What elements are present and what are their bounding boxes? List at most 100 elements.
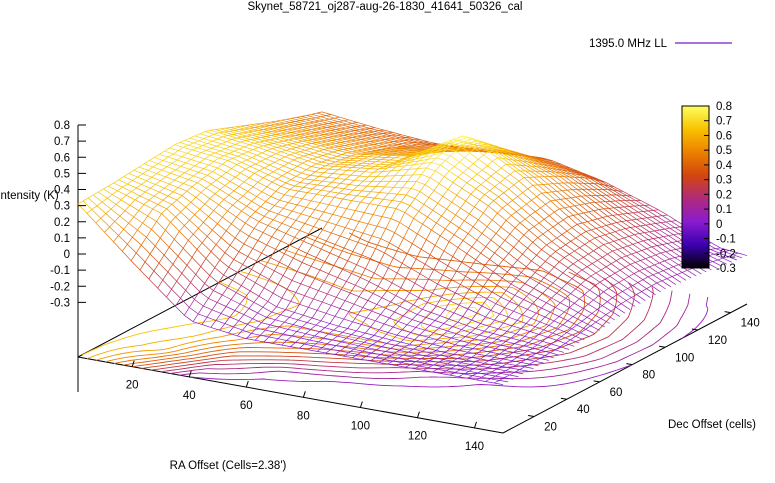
surface-mesh-segment	[568, 264, 573, 268]
surface-mesh-segment	[195, 215, 204, 223]
y-tick-label: 40	[577, 404, 590, 416]
surface-mesh-segment	[299, 187, 304, 191]
surface-mesh-segment	[259, 216, 264, 221]
surface-mesh-segment	[113, 242, 122, 251]
surface-mesh-segment	[258, 241, 267, 245]
surface-mesh-segment	[354, 134, 363, 136]
surface-mesh-segment	[234, 191, 243, 196]
surface-mesh-segment	[330, 253, 339, 257]
surface-mesh-segment	[575, 251, 584, 257]
surface-mesh-segment	[290, 190, 299, 192]
surface-mesh-segment	[205, 155, 210, 159]
surface-mesh-segment	[234, 151, 243, 154]
surface-mesh-segment	[197, 148, 206, 151]
surface-mesh-segment	[496, 227, 501, 234]
surface-mesh-segment	[601, 315, 606, 319]
surface-mesh-segment	[305, 179, 314, 180]
surface-mesh-segment	[295, 183, 300, 187]
surface-mesh-segment	[335, 117, 340, 118]
surface-mesh-segment	[267, 182, 272, 187]
surface-mesh-segment	[637, 251, 642, 253]
surface-mesh-segment	[602, 306, 611, 312]
surface-mesh-segment	[457, 195, 466, 201]
surface-mesh-segment	[617, 222, 622, 223]
surface-mesh-segment	[363, 177, 368, 181]
surface-mesh-segment	[520, 370, 529, 372]
surface-mesh-segment	[335, 351, 340, 355]
surface-mesh-segment	[195, 166, 204, 169]
surface-mesh-segment	[376, 249, 385, 253]
surface-mesh-segment	[274, 142, 279, 143]
surface-mesh-segment	[282, 176, 291, 180]
surface-mesh-segment	[373, 293, 382, 297]
surface-mesh-segment	[124, 223, 129, 229]
surface-mesh-segment	[360, 333, 365, 337]
surface-mesh-segment	[262, 192, 271, 197]
surface-mesh-segment	[381, 308, 386, 314]
surface-mesh-segment	[440, 165, 449, 171]
surface-mesh-segment	[274, 128, 283, 130]
surface-mesh-segment	[606, 225, 615, 231]
surface-mesh-segment	[239, 315, 244, 321]
surface-mesh-segment	[361, 126, 370, 128]
surface-mesh-segment	[248, 150, 253, 152]
surface-mesh-segment	[235, 173, 240, 177]
surface-mesh-segment	[248, 152, 257, 155]
surface-mesh-segment	[395, 223, 400, 233]
surface-mesh-segment	[392, 194, 397, 200]
surface-mesh-segment	[336, 225, 345, 228]
surface-mesh-segment	[315, 172, 324, 173]
surface-mesh-segment	[416, 259, 425, 264]
surface-mesh-segment	[483, 370, 492, 372]
surface-mesh-segment	[297, 271, 306, 275]
surface-mesh-segment	[297, 117, 306, 119]
surface-mesh-segment	[191, 197, 196, 202]
surface-mesh-segment	[380, 193, 389, 194]
surface-mesh-segment	[614, 240, 619, 242]
surface-mesh-segment	[413, 349, 422, 351]
surface-mesh-segment	[346, 273, 351, 281]
surface-mesh-segment	[502, 336, 511, 338]
surface-mesh-segment	[366, 164, 371, 166]
surface-mesh-segment	[497, 208, 502, 213]
surface-mesh-segment	[286, 227, 291, 234]
surface-mesh-segment	[139, 164, 144, 167]
surface-mesh-segment	[331, 130, 340, 132]
surface-mesh-segment	[335, 118, 344, 121]
surface-mesh-segment	[92, 210, 101, 219]
surface-mesh-segment	[377, 147, 386, 149]
surface-mesh-segment	[628, 246, 637, 252]
y-tick-mark	[659, 346, 665, 347]
surface-mesh-segment	[687, 270, 696, 276]
surface-mesh-segment	[615, 273, 624, 279]
surface-mesh-segment	[300, 179, 305, 183]
surface-mesh-segment	[568, 215, 573, 216]
surface-mesh-segment	[202, 236, 207, 242]
surface-mesh-segment	[540, 208, 549, 216]
surface-mesh-segment	[245, 169, 254, 173]
surface-mesh-segment	[416, 181, 425, 184]
surface-mesh-segment	[296, 148, 305, 151]
surface-mesh-segment	[676, 248, 681, 249]
surface-mesh-segment	[352, 123, 361, 126]
surface-mesh-segment	[386, 308, 395, 312]
surface-mesh-segment	[665, 259, 670, 261]
surface-mesh-segment	[181, 212, 190, 220]
surface-mesh-segment	[322, 302, 331, 305]
surface-mesh-segment	[154, 196, 163, 200]
surface-mesh-segment	[198, 222, 203, 228]
surface-mesh-segment	[383, 147, 392, 148]
surface-mesh-segment	[478, 155, 483, 159]
surface-mesh-segment	[619, 280, 624, 283]
surface-mesh-segment	[449, 167, 454, 172]
surface-mesh-segment	[519, 241, 528, 248]
surface-mesh-segment	[258, 233, 263, 241]
surface-mesh-segment	[544, 278, 553, 283]
surface-mesh-segment	[525, 215, 530, 219]
surface-mesh-segment	[533, 185, 542, 193]
surface-mesh-segment	[456, 151, 465, 157]
surface-mesh-segment	[345, 175, 350, 179]
surface-mesh-segment	[378, 205, 387, 207]
surface-mesh-segment	[615, 230, 620, 232]
surface-mesh-segment	[490, 379, 499, 381]
